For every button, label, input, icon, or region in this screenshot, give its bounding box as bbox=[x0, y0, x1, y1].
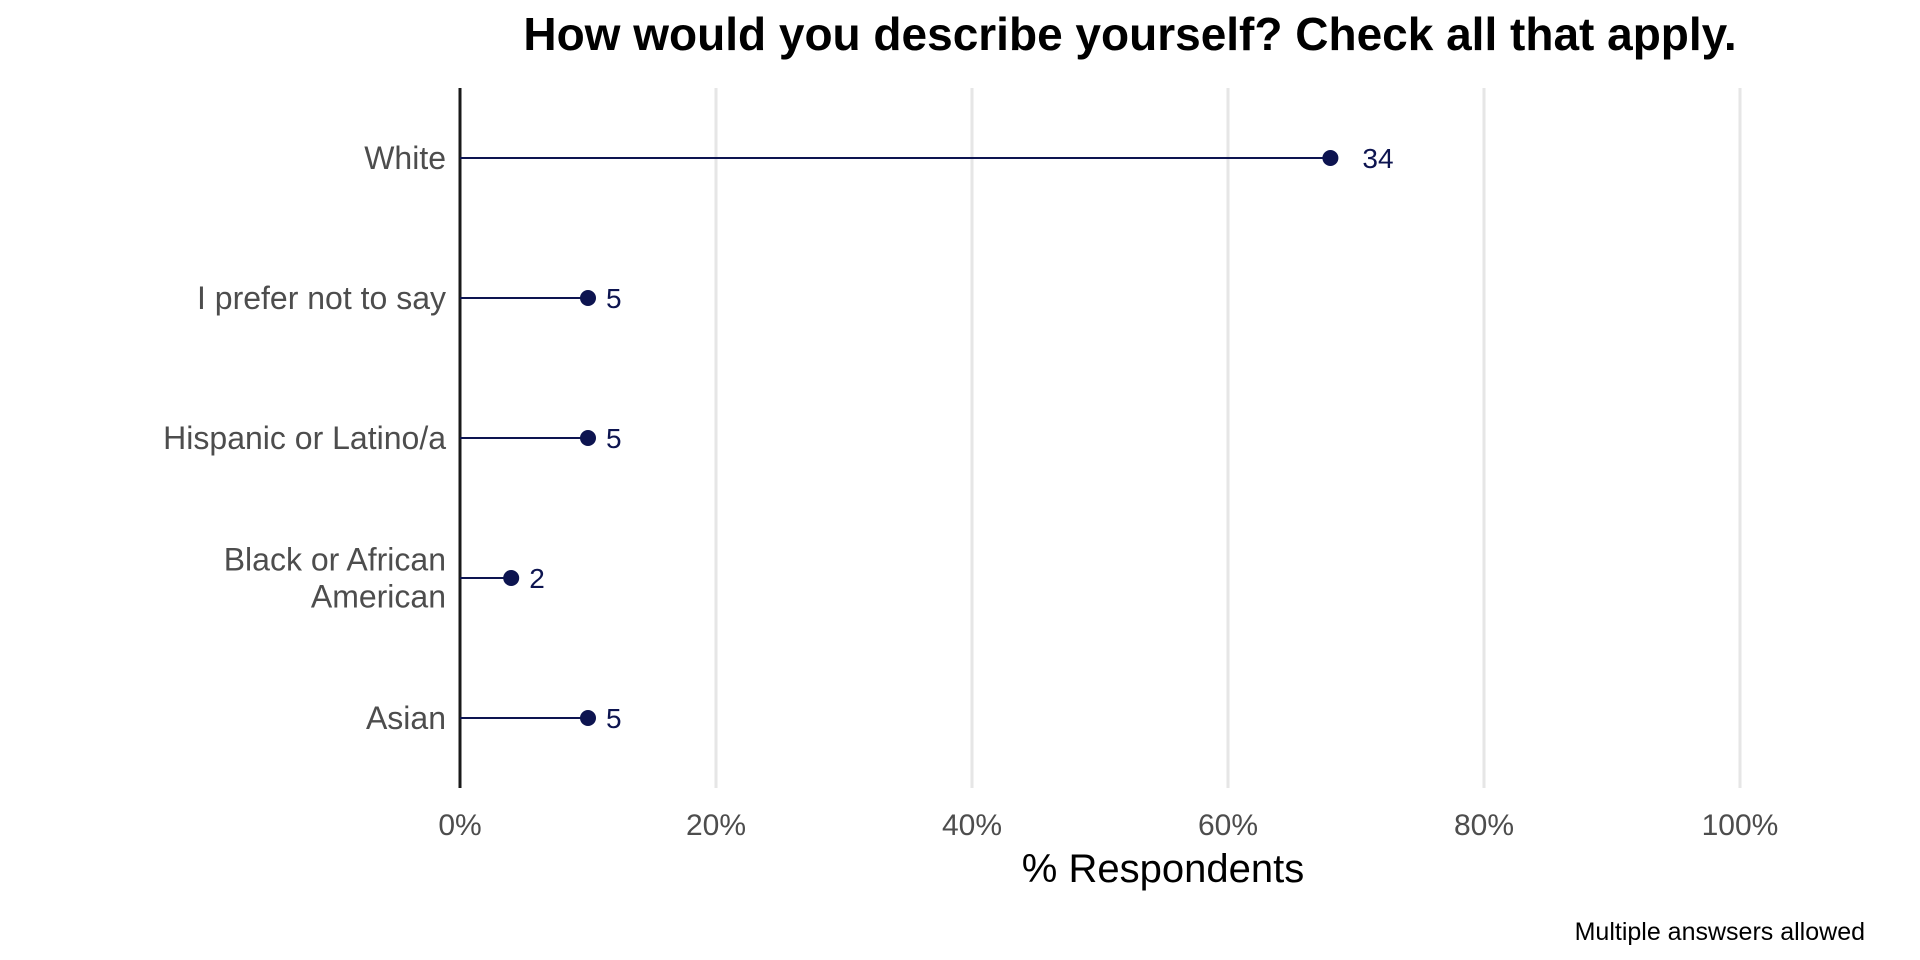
data-point bbox=[580, 290, 596, 306]
data-point bbox=[580, 430, 596, 446]
x-tick-label: 20% bbox=[686, 809, 746, 842]
y-category-label: Asian bbox=[366, 700, 446, 736]
data-point bbox=[503, 570, 520, 586]
chart-title: How would you describe yourself? Check a… bbox=[523, 8, 1736, 60]
data-point bbox=[1322, 150, 1339, 166]
x-tick-label: 60% bbox=[1198, 809, 1258, 842]
y-axis-labels: White I prefer not to say Hispanic or Lati… bbox=[163, 140, 446, 736]
data-label: 5 bbox=[606, 423, 622, 454]
y-category-label: I prefer not to say bbox=[197, 280, 446, 316]
y-category-label: Hispanic or Latino/a bbox=[163, 420, 446, 456]
data-label: 34 bbox=[1362, 143, 1393, 174]
y-category-label: Black or African American bbox=[224, 542, 446, 615]
data-label: 5 bbox=[606, 703, 622, 734]
data-label: 2 bbox=[529, 563, 545, 594]
x-tick-label: 40% bbox=[942, 809, 1002, 842]
plot-marks: 34 5 5 2 5 bbox=[460, 143, 1394, 734]
data-point bbox=[580, 710, 596, 726]
x-tick-label: 80% bbox=[1454, 809, 1514, 842]
x-axis-title: % Respondents bbox=[1022, 847, 1304, 891]
y-category-label: White bbox=[364, 140, 446, 176]
x-tick-label: 0% bbox=[438, 809, 481, 842]
x-tick-label: 100% bbox=[1702, 809, 1779, 842]
data-label: 5 bbox=[606, 283, 622, 314]
chart-caption: Multiple answsers allowed bbox=[1575, 918, 1865, 946]
x-axis-ticks: 0% 20% 40% 60% 80% 100% bbox=[438, 809, 1778, 842]
gridlines bbox=[714, 88, 1742, 788]
